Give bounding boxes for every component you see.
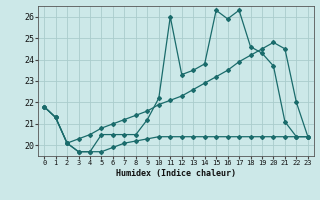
X-axis label: Humidex (Indice chaleur): Humidex (Indice chaleur): [116, 169, 236, 178]
